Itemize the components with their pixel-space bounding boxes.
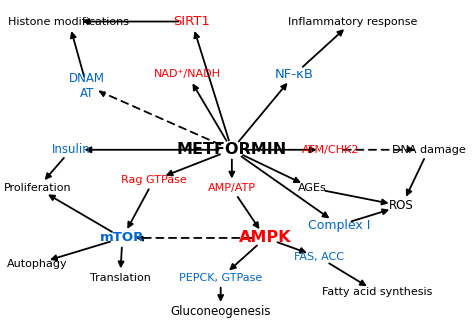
Text: DNAM
AT: DNAM AT <box>69 72 105 99</box>
Text: AMP/ATP: AMP/ATP <box>208 183 256 193</box>
Text: Gluconeogenesis: Gluconeogenesis <box>171 305 271 318</box>
Text: NAD⁺/NADH: NAD⁺/NADH <box>154 70 221 80</box>
Text: METFORMIN: METFORMIN <box>177 142 287 157</box>
Text: Complex I: Complex I <box>308 219 370 232</box>
Text: Fatty acid synthesis: Fatty acid synthesis <box>322 288 432 298</box>
Text: ATM/CHK2: ATM/CHK2 <box>301 145 359 155</box>
Text: Translation: Translation <box>90 273 151 283</box>
Text: Inflammatory response: Inflammatory response <box>288 16 417 26</box>
Text: Autophagy: Autophagy <box>7 259 68 269</box>
Text: PEPCK, GTPase: PEPCK, GTPase <box>179 273 262 283</box>
Text: ROS: ROS <box>389 199 414 213</box>
Text: mTOR: mTOR <box>100 232 145 244</box>
Text: Rag GTPase: Rag GTPase <box>121 175 187 185</box>
Text: Histone modifications: Histone modifications <box>8 16 129 26</box>
Text: FAS, ACC: FAS, ACC <box>294 252 344 262</box>
Text: AGEs: AGEs <box>298 183 327 193</box>
Text: Proliferation: Proliferation <box>4 183 71 193</box>
Text: AMPK: AMPK <box>239 231 292 245</box>
Text: Insulin: Insulin <box>52 143 91 156</box>
Text: NF-κB: NF-κB <box>275 68 314 81</box>
Text: SIRT1: SIRT1 <box>173 15 210 28</box>
Text: DNA damage: DNA damage <box>392 145 465 155</box>
